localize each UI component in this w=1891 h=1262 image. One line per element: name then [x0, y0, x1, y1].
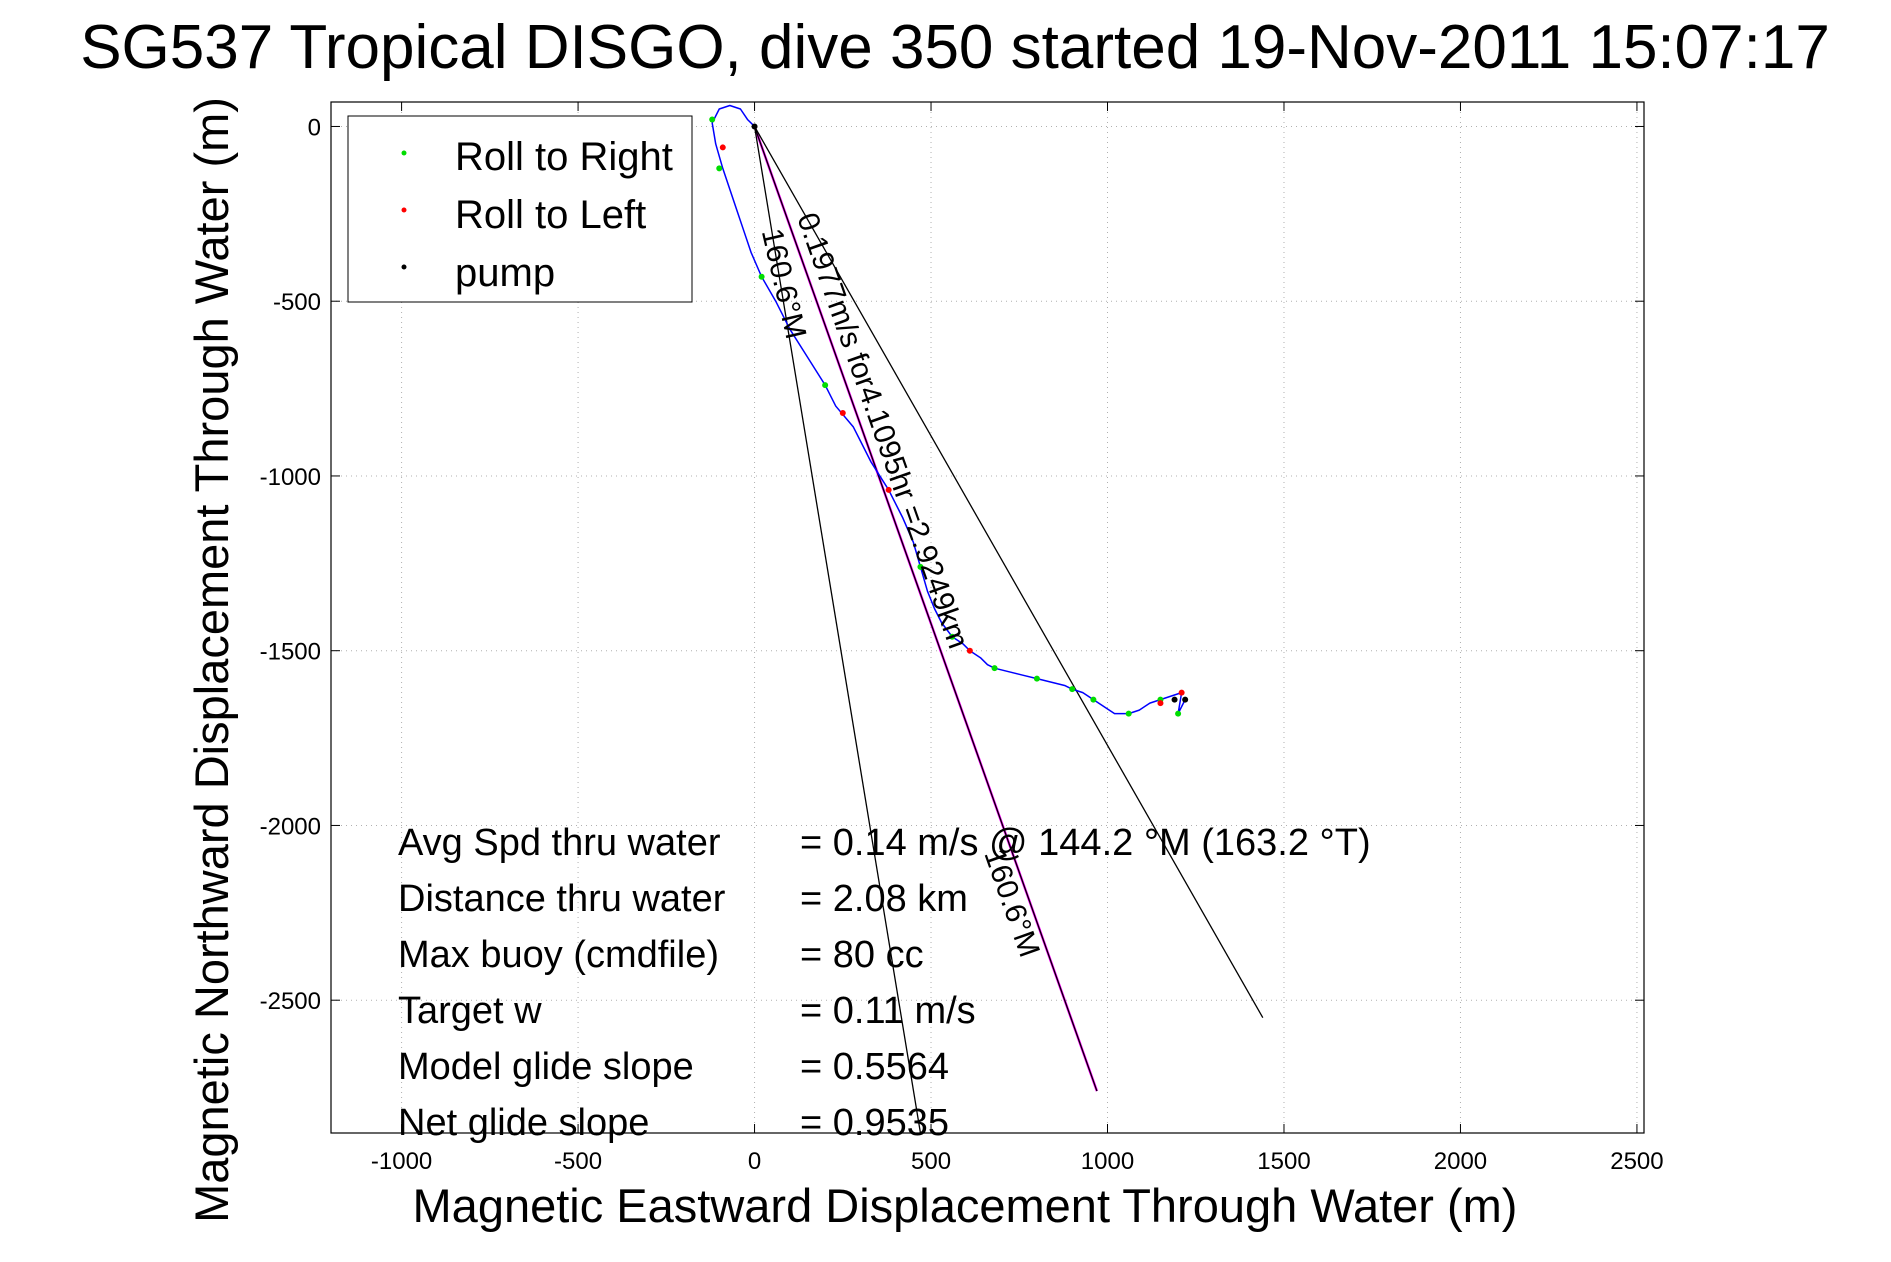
legend-label-roll-left: Roll to Left	[455, 193, 646, 237]
roll-right-marker	[709, 116, 716, 123]
x-tick-label: 1500	[1257, 1148, 1310, 1175]
stat-label-avg-speed: Avg Spd thru water	[398, 822, 721, 864]
y-tick-label: -1000	[260, 464, 321, 491]
pump-marker	[1171, 696, 1178, 703]
roll-left-marker	[719, 144, 726, 151]
roll-right-marker	[949, 633, 956, 640]
stat-label-distance: Distance thru water	[398, 878, 726, 920]
legend-label-roll-right: Roll to Right	[455, 135, 673, 179]
roll-left-marker	[885, 486, 892, 493]
grid	[331, 102, 1644, 1133]
y-tick-label: -2000	[260, 813, 321, 840]
x-tick-label: -500	[554, 1148, 602, 1175]
x-tick-label: 500	[911, 1148, 951, 1175]
reference-line-1	[753, 126, 1098, 1092]
track-line	[711, 104, 1186, 715]
roll-left-marker	[839, 410, 846, 417]
stat-label-net-glide: Net glide slope	[398, 1102, 649, 1144]
stat-label-target-w: Target w	[398, 990, 542, 1032]
roll-left-marker	[1157, 700, 1164, 707]
roll-left-marker	[1178, 689, 1185, 696]
roll-right-marker	[1175, 710, 1182, 717]
plot-frame	[330, 101, 1645, 1134]
x-tick-label: 2000	[1434, 1148, 1487, 1175]
reference-lines	[753, 126, 1264, 1134]
roll-right-marker	[1069, 686, 1076, 693]
track	[711, 104, 1186, 715]
x-tick-label: 2500	[1610, 1148, 1663, 1175]
y-tick-label: -2500	[260, 988, 321, 1015]
stat-value-net-glide: = 0.9535	[800, 1102, 949, 1144]
stat-value-avg-speed: = 0.14 m/s @ 144.2 °M (163.2 °T)	[800, 822, 1371, 864]
legend-marker-roll-left	[401, 207, 407, 213]
roll-right-marker	[1090, 696, 1097, 703]
reference-line-3	[753, 126, 922, 1134]
legend-label-pump: pump	[455, 251, 555, 295]
stat-value-model-glide: = 0.5564	[800, 1046, 949, 1088]
roll-right-marker	[716, 165, 723, 172]
x-tick-label: 0	[748, 1148, 761, 1175]
y-tick-label: -500	[273, 289, 321, 316]
roll-right-marker	[917, 563, 924, 570]
axis-ticks: -1000 -500 0 500 1000 1500 2000 2500 0 -500 -1000 -…	[260, 102, 1664, 1175]
chart-title: SG537 Tropical DISGO, dive 350 started 1…	[80, 13, 1830, 82]
roll-right-marker	[991, 665, 998, 672]
reference-line-2	[753, 126, 1264, 1018]
roll-left-marker	[966, 647, 973, 654]
roll-markers	[709, 116, 1189, 717]
roll-right-marker	[1033, 675, 1040, 682]
x-tick-label: 1000	[1081, 1148, 1134, 1175]
stat-label-max-buoy: Max buoy (cmdfile)	[398, 934, 719, 976]
stats-block: Avg Spd thru water = 0.14 m/s @ 144.2 °M…	[398, 822, 1371, 1144]
stat-value-target-w: = 0.11 m/s	[800, 990, 976, 1032]
stat-value-max-buoy: = 80 cc	[800, 934, 924, 976]
legend-marker-pump	[401, 264, 407, 270]
roll-right-marker	[758, 273, 765, 280]
roll-right-marker	[1125, 710, 1132, 717]
stat-value-distance: = 2.08 km	[800, 878, 968, 920]
x-tick-label: -1000	[371, 1148, 432, 1175]
y-axis-label: Magnetic Northward Displacement Through …	[185, 97, 238, 1223]
y-tick-label: -1500	[260, 639, 321, 666]
legend: Roll to Right Roll to Left pump	[347, 115, 693, 303]
y-tick-label: 0	[308, 114, 321, 141]
roll-right-marker	[822, 382, 829, 389]
stat-label-model-glide: Model glide slope	[398, 1046, 694, 1088]
pump-marker	[1182, 696, 1189, 703]
pump-marker	[751, 123, 758, 130]
legend-marker-roll-right	[401, 150, 407, 156]
x-axis-label: Magnetic Eastward Displacement Through W…	[413, 1179, 1518, 1232]
